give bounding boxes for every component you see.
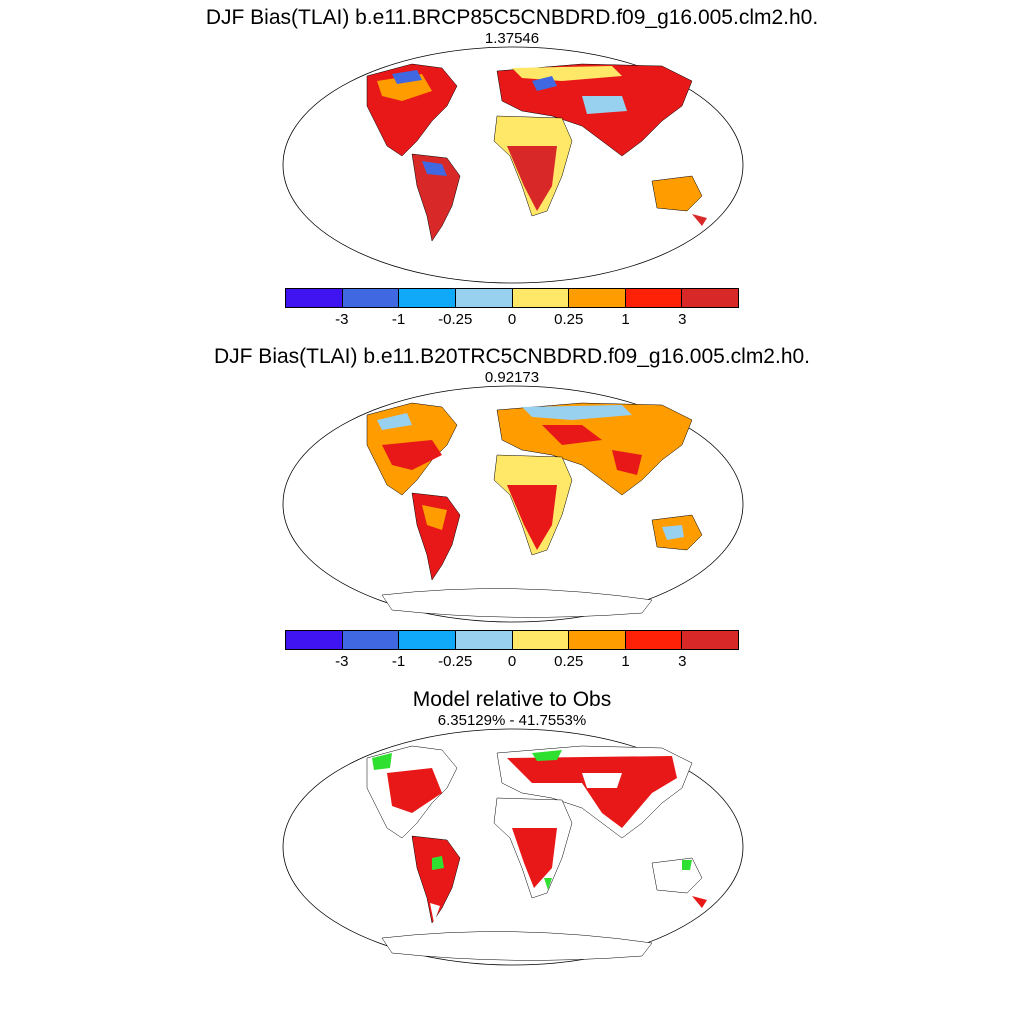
colorbar-box (286, 289, 343, 307)
cb-label: -3 (335, 653, 349, 670)
colorbar-box (512, 289, 570, 307)
panel3-title: Model relative to Obs (412, 688, 612, 711)
cb-label: 1 (621, 311, 630, 328)
panel2-subtitle: 0.92173 (484, 369, 540, 386)
colorbar-box (342, 631, 400, 649)
panel1-subtitle: 1.37546 (484, 30, 540, 47)
cb-label: -0.25 (438, 653, 473, 670)
australia (651, 175, 703, 212)
cb-label: 0 (507, 311, 517, 328)
colorbar-box (569, 289, 626, 307)
colorbar-box (625, 289, 683, 307)
colorbar-box (569, 631, 626, 649)
colorbar-box (399, 631, 456, 649)
colorbar-box (455, 289, 513, 307)
colorbar-box (512, 631, 570, 649)
cb-label: -3 (335, 311, 349, 328)
panel2-colorbar-labels: -3 -1 -0.25 0 0.25 1 3 (285, 653, 739, 673)
cb-label: 3 (678, 653, 687, 670)
colorbar-box (455, 631, 513, 649)
panel2-title: DJF Bias(TLAI) b.e11.B20TRC5CNBDRD.f09_g… (213, 345, 811, 368)
panel1-colorbar (285, 288, 739, 308)
cb-label: 0.25 (554, 653, 584, 670)
colorbar-box (286, 631, 343, 649)
panel2-colorbar (285, 630, 739, 650)
panel3-map (282, 728, 744, 966)
cb-label: 3 (678, 311, 687, 328)
cb-label: -1 (391, 653, 406, 670)
south-america (411, 153, 461, 242)
colorbar-box (625, 631, 683, 649)
panel1-title: DJF Bias(TLAI) b.e11.BRCP85C5CNBDRD.f09_… (205, 6, 819, 29)
cb-label: 0.25 (554, 311, 584, 328)
cb-label: 0 (507, 653, 517, 670)
colorbar-box (682, 631, 738, 649)
panel2-map (282, 385, 744, 623)
cb-label: 1 (621, 653, 630, 670)
panel3-subtitle: 6.35129% - 41.7553% (437, 712, 587, 729)
cb-label: -0.25 (438, 311, 473, 328)
colorbar-box (399, 289, 456, 307)
colorbar-box (342, 289, 400, 307)
panel1-map (282, 46, 744, 284)
cb-label: -1 (391, 311, 406, 328)
colorbar-box (682, 289, 738, 307)
panel1-colorbar-labels: -3 -1 -0.25 0 0.25 1 3 (285, 311, 739, 331)
